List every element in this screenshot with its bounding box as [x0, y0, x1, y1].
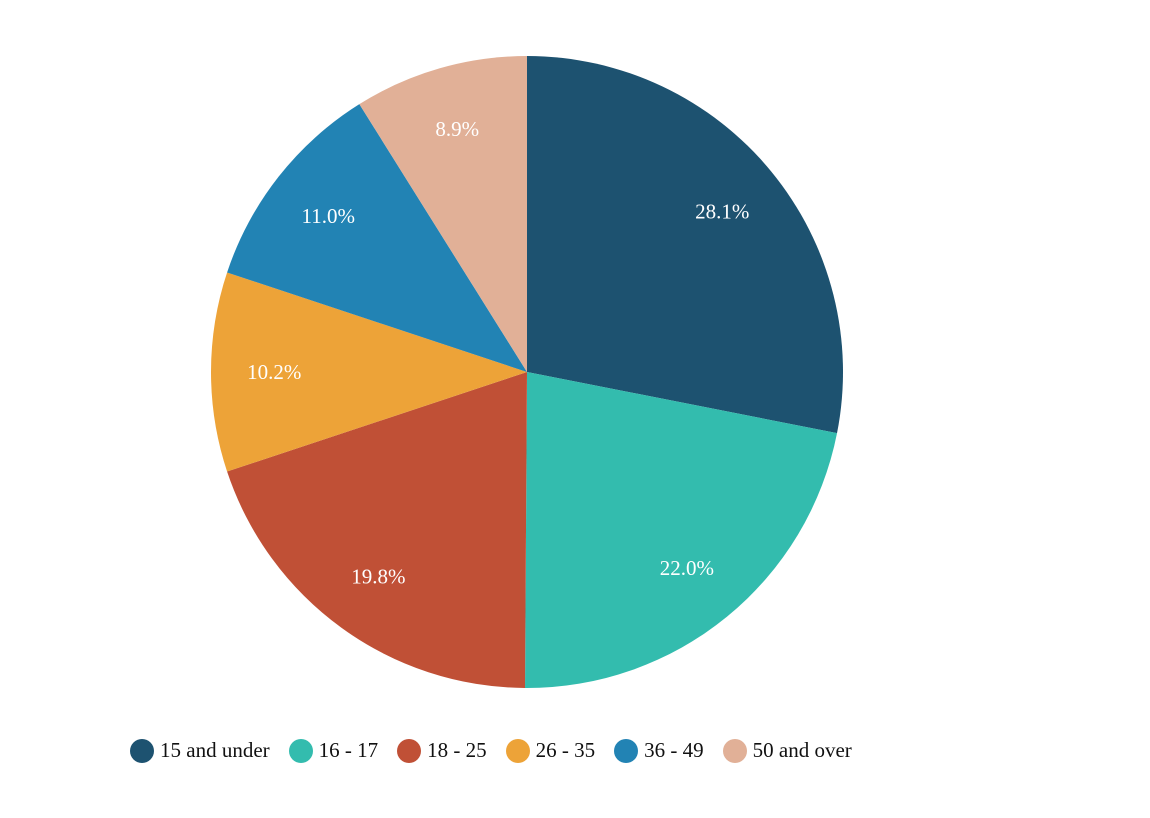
legend-swatch-icon: [130, 738, 154, 763]
pie-slice-18-25: [227, 372, 527, 688]
legend-item[interactable]: 36 - 49: [614, 738, 704, 763]
pie-slice-15-and-under: [527, 56, 844, 434]
legend-swatch-icon: [614, 738, 639, 763]
pie-slice-50-and-over: [359, 56, 527, 372]
legend-swatch-icon: [505, 738, 530, 763]
legend-item[interactable]: 15 and under: [130, 738, 270, 763]
legend: 15 and under 16 - 17 18 - 25 26 - 35 36 - 49…: [130, 738, 871, 763]
legend-label: 26 - 35: [535, 738, 596, 762]
pie-slice-26-35: [210, 272, 527, 472]
legend-label: 36 - 49: [644, 738, 704, 762]
legend-label: 18 - 25: [427, 738, 487, 762]
slice-label: 22.0%: [660, 556, 714, 580]
slice-label: 8.9%: [435, 117, 479, 141]
legend-swatch-icon: [288, 738, 313, 763]
legend-item[interactable]: 50 and over: [722, 738, 852, 763]
slice-label: 10.2%: [247, 360, 301, 384]
pie-slice-16-17: [525, 372, 838, 688]
slice-label: 11.0%: [301, 204, 354, 228]
slice-label: 28.1%: [695, 199, 749, 223]
legend-label: 50 and over: [752, 738, 852, 762]
slice-label: 19.8%: [351, 565, 405, 589]
legend-swatch-icon: [722, 738, 747, 763]
legend-item[interactable]: 18 - 25: [397, 738, 487, 763]
pie-slice-36-49: [227, 104, 527, 372]
legend-item[interactable]: 16 - 17: [288, 738, 379, 763]
legend-swatch-icon: [397, 738, 422, 763]
legend-label: 16 - 17: [318, 738, 379, 762]
legend-label: 15 and under: [160, 738, 270, 762]
legend-item[interactable]: 26 - 35: [505, 738, 596, 763]
